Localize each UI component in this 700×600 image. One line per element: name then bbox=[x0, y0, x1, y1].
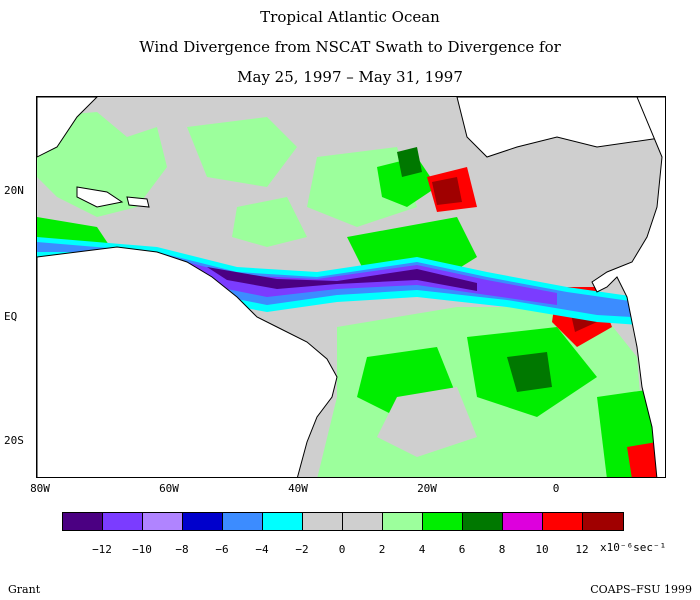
land-americas bbox=[37, 97, 338, 477]
lat-label-20n: 20N bbox=[4, 184, 24, 197]
legend-tick-label: −4 bbox=[255, 543, 269, 556]
divergence-map-canvas bbox=[37, 97, 665, 477]
legend-tick-label: −10 bbox=[132, 543, 152, 556]
title-line-2: Wind Divergence from NSCAT Swath to Dive… bbox=[139, 38, 561, 56]
legend-swatch bbox=[143, 513, 183, 530]
legend-tick-label: 2 bbox=[378, 543, 386, 556]
land-africa bbox=[591, 97, 665, 477]
footer-credit: COAPS–FSU 1999 bbox=[590, 583, 692, 596]
color-legend bbox=[62, 512, 624, 531]
legend-swatch bbox=[583, 513, 623, 530]
legend-tick-label: 0 bbox=[338, 543, 346, 556]
legend-swatch bbox=[103, 513, 143, 530]
legend-swatch bbox=[303, 513, 343, 530]
legend-swatch bbox=[263, 513, 303, 530]
divergence-map bbox=[36, 96, 666, 478]
legend-tick-label: −2 bbox=[295, 543, 309, 556]
legend-tick-label: 6 bbox=[458, 543, 466, 556]
legend-swatch bbox=[543, 513, 583, 530]
legend-units: x10⁻⁶sec⁻¹ bbox=[600, 541, 667, 554]
lon-label-40w: 40W bbox=[288, 482, 308, 495]
legend-tick-label: −12 bbox=[92, 543, 112, 556]
legend-swatch bbox=[463, 513, 503, 530]
legend-tick-label: −8 bbox=[175, 543, 189, 556]
legend-swatch bbox=[183, 513, 223, 530]
legend-tick-label: −6 bbox=[215, 543, 229, 556]
lat-label-20s: 20S bbox=[4, 434, 24, 447]
title-line-3: May 25, 1997 – May 31, 1997 bbox=[237, 68, 463, 86]
legend-tick-label: 8 bbox=[498, 543, 506, 556]
legend-swatch bbox=[383, 513, 423, 530]
legend-swatch bbox=[423, 513, 463, 530]
lon-label-0: 0 bbox=[552, 482, 560, 495]
itcz-band bbox=[37, 237, 665, 327]
legend-swatch bbox=[63, 513, 103, 530]
lat-label-eq: EQ bbox=[4, 310, 18, 323]
legend-swatch bbox=[503, 513, 543, 530]
lon-label-20w: 20W bbox=[417, 482, 437, 495]
lon-label-60w: 60W bbox=[159, 482, 179, 495]
footer-author: Grant bbox=[8, 583, 41, 596]
lon-label-80w: 80W bbox=[30, 482, 50, 495]
legend-swatch bbox=[223, 513, 263, 530]
legend-tick-label: 10 bbox=[535, 543, 549, 556]
land-north-america bbox=[456, 97, 665, 158]
legend-tick-label: 4 bbox=[418, 543, 426, 556]
legend-swatch bbox=[343, 513, 383, 530]
legend-tick-label: 12 bbox=[575, 543, 589, 556]
title-line-1: Tropical Atlantic Ocean bbox=[260, 8, 440, 26]
